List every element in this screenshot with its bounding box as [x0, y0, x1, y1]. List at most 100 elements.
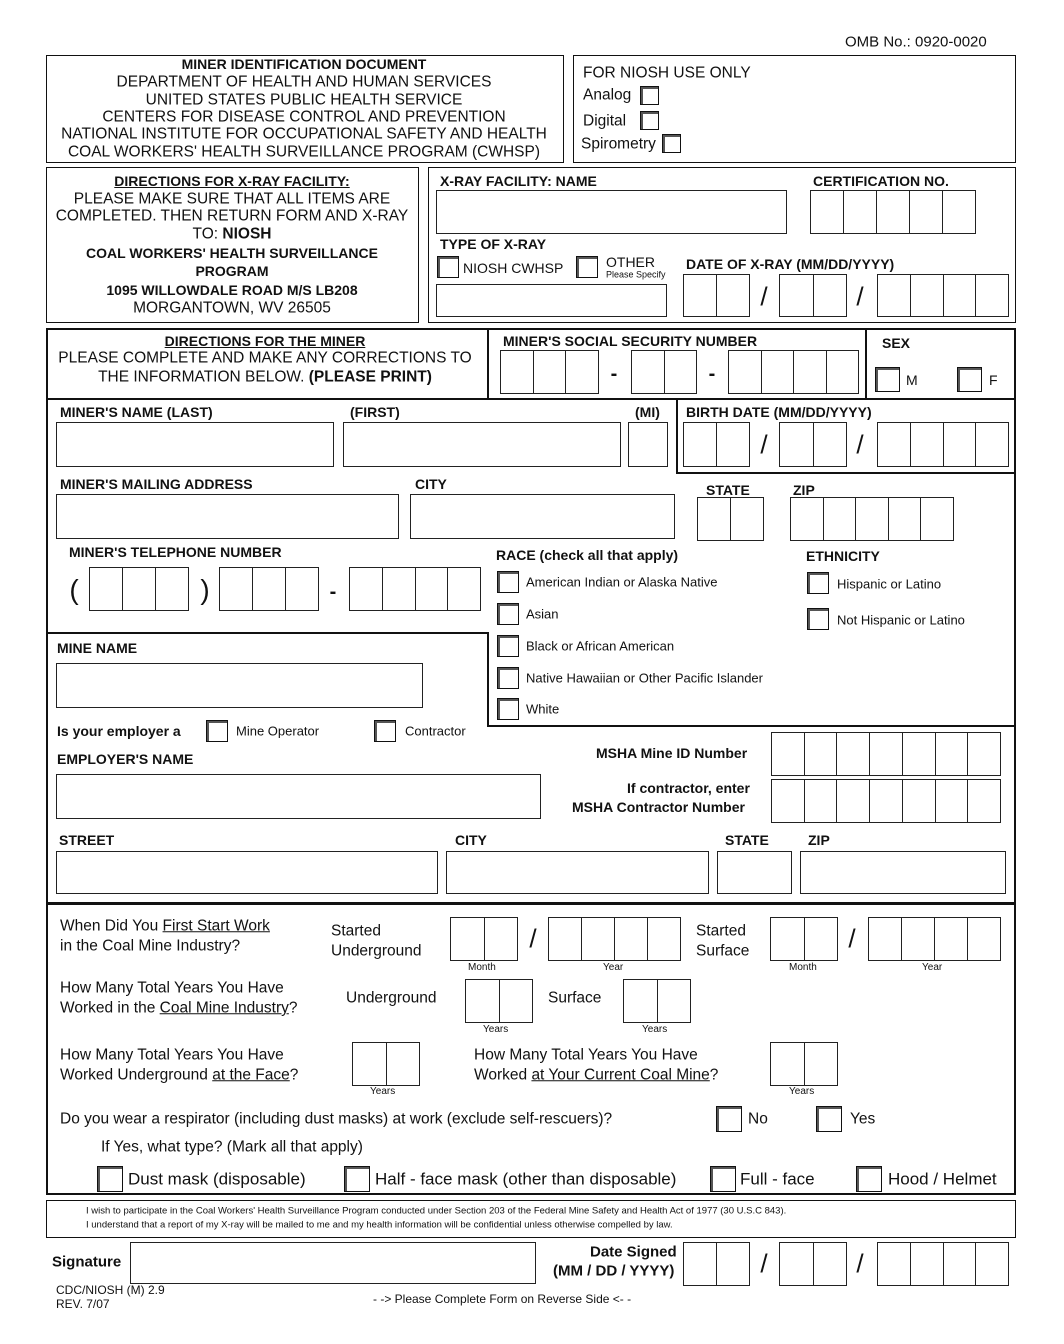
phone-prefix[interactable]: [219, 567, 319, 611]
digit-cell[interactable]: [772, 780, 804, 822]
digit-cell[interactable]: [451, 918, 484, 960]
digit-cell[interactable]: [920, 498, 953, 540]
digit-cell[interactable]: [780, 275, 813, 316]
digit-cell[interactable]: [447, 568, 480, 610]
sex-m-checkbox[interactable]: [875, 367, 900, 392]
digit-cell[interactable]: [934, 918, 967, 960]
digit-cell[interactable]: [803, 1043, 838, 1085]
mine-name-input[interactable]: [56, 663, 423, 708]
full-face-checkbox[interactable]: [710, 1166, 736, 1192]
digit-cell[interactable]: [385, 1043, 420, 1085]
digit-cell[interactable]: [252, 568, 285, 610]
digit-cell[interactable]: [498, 980, 533, 1022]
xray-date-year[interactable]: [877, 274, 1009, 317]
city-input[interactable]: [410, 494, 675, 539]
digit-cell[interactable]: [836, 780, 869, 822]
digit-cell[interactable]: [942, 423, 976, 466]
niosh-cwhsp-checkbox[interactable]: [437, 256, 459, 278]
digit-cell[interactable]: [549, 918, 581, 960]
digit-cell[interactable]: [825, 351, 859, 393]
birth-month[interactable]: [683, 422, 750, 467]
digit-cell[interactable]: [803, 918, 838, 960]
digit-cell[interactable]: [975, 275, 1008, 316]
digit-cell[interactable]: [791, 498, 823, 540]
digit-cell[interactable]: [771, 1043, 804, 1085]
signed-day[interactable]: [779, 1242, 847, 1286]
mi-input[interactable]: [628, 422, 668, 467]
digit-cell[interactable]: [466, 980, 499, 1022]
digit-cell[interactable]: [122, 568, 155, 610]
surface-start-month[interactable]: [770, 917, 838, 961]
digit-cell[interactable]: [780, 423, 813, 466]
digit-cell[interactable]: [876, 191, 909, 233]
digit-cell[interactable]: [934, 733, 968, 775]
digit-cell[interactable]: [760, 351, 794, 393]
digit-cell[interactable]: [483, 918, 518, 960]
ssn-part-1[interactable]: [500, 350, 599, 394]
years-underground-input[interactable]: [465, 979, 533, 1023]
xray-date-month[interactable]: [683, 274, 750, 317]
digit-cell[interactable]: [942, 275, 976, 316]
last-name-input[interactable]: [56, 422, 334, 467]
digit-cell[interactable]: [414, 568, 448, 610]
phone-line-number[interactable]: [349, 567, 481, 611]
digit-cell[interactable]: [565, 351, 598, 393]
digit-cell[interactable]: [812, 275, 847, 316]
digital-checkbox[interactable]: [640, 111, 659, 130]
employer-state-input[interactable]: [717, 851, 792, 894]
digit-cell[interactable]: [843, 191, 876, 233]
years-surface-input[interactable]: [623, 979, 691, 1023]
digit-cell[interactable]: [647, 918, 680, 960]
digit-cell[interactable]: [381, 568, 415, 610]
other-checkbox[interactable]: [576, 256, 598, 278]
other-specify-input[interactable]: [436, 284, 667, 317]
sex-f-checkbox[interactable]: [957, 367, 982, 392]
xray-date-day[interactable]: [779, 274, 847, 317]
state-input[interactable]: [697, 497, 764, 541]
digit-cell[interactable]: [155, 568, 188, 610]
mine-operator-checkbox[interactable]: [206, 720, 228, 742]
digit-cell[interactable]: [793, 351, 826, 393]
digit-cell[interactable]: [729, 351, 761, 393]
street-input[interactable]: [56, 851, 438, 894]
digit-cell[interactable]: [285, 568, 318, 610]
underground-start-month[interactable]: [450, 917, 518, 961]
digit-cell[interactable]: [975, 1243, 1008, 1285]
signature-input[interactable]: [130, 1242, 536, 1284]
digit-cell[interactable]: [803, 780, 837, 822]
digit-cell[interactable]: [663, 351, 697, 393]
digit-cell[interactable]: [967, 918, 1000, 960]
msha-mine-id-input[interactable]: [771, 732, 1001, 776]
ethnicity-checkbox[interactable]: [807, 608, 829, 630]
dust-mask-checkbox[interactable]: [97, 1166, 123, 1192]
digit-cell[interactable]: [836, 733, 869, 775]
respirator-no-checkbox[interactable]: [716, 1106, 742, 1132]
digit-cell[interactable]: [803, 733, 837, 775]
digit-cell[interactable]: [716, 1243, 749, 1285]
employer-name-input[interactable]: [56, 774, 541, 819]
digit-cell[interactable]: [901, 733, 935, 775]
ssn-part-2[interactable]: [631, 350, 697, 394]
digit-cell[interactable]: [975, 423, 1008, 466]
digit-cell[interactable]: [822, 498, 856, 540]
digit-cell[interactable]: [909, 1243, 943, 1285]
digit-cell[interactable]: [878, 275, 910, 316]
digit-cell[interactable]: [684, 423, 716, 466]
digit-cell[interactable]: [624, 980, 657, 1022]
zip-input[interactable]: [790, 497, 954, 541]
digit-cell[interactable]: [632, 351, 664, 393]
digit-cell[interactable]: [220, 568, 252, 610]
digit-cell[interactable]: [780, 1243, 813, 1285]
digit-cell[interactable]: [811, 191, 843, 233]
certification-number-input[interactable]: [810, 190, 976, 234]
digit-cell[interactable]: [716, 423, 749, 466]
digit-cell[interactable]: [614, 918, 647, 960]
years-current-mine-input[interactable]: [770, 1042, 838, 1086]
surface-start-year[interactable]: [868, 917, 1001, 961]
digit-cell[interactable]: [869, 918, 901, 960]
digit-cell[interactable]: [501, 351, 533, 393]
digit-cell[interactable]: [771, 918, 804, 960]
half-face-checkbox[interactable]: [344, 1166, 370, 1192]
hood-helmet-checkbox[interactable]: [856, 1166, 882, 1192]
mailing-address-input[interactable]: [56, 494, 399, 539]
